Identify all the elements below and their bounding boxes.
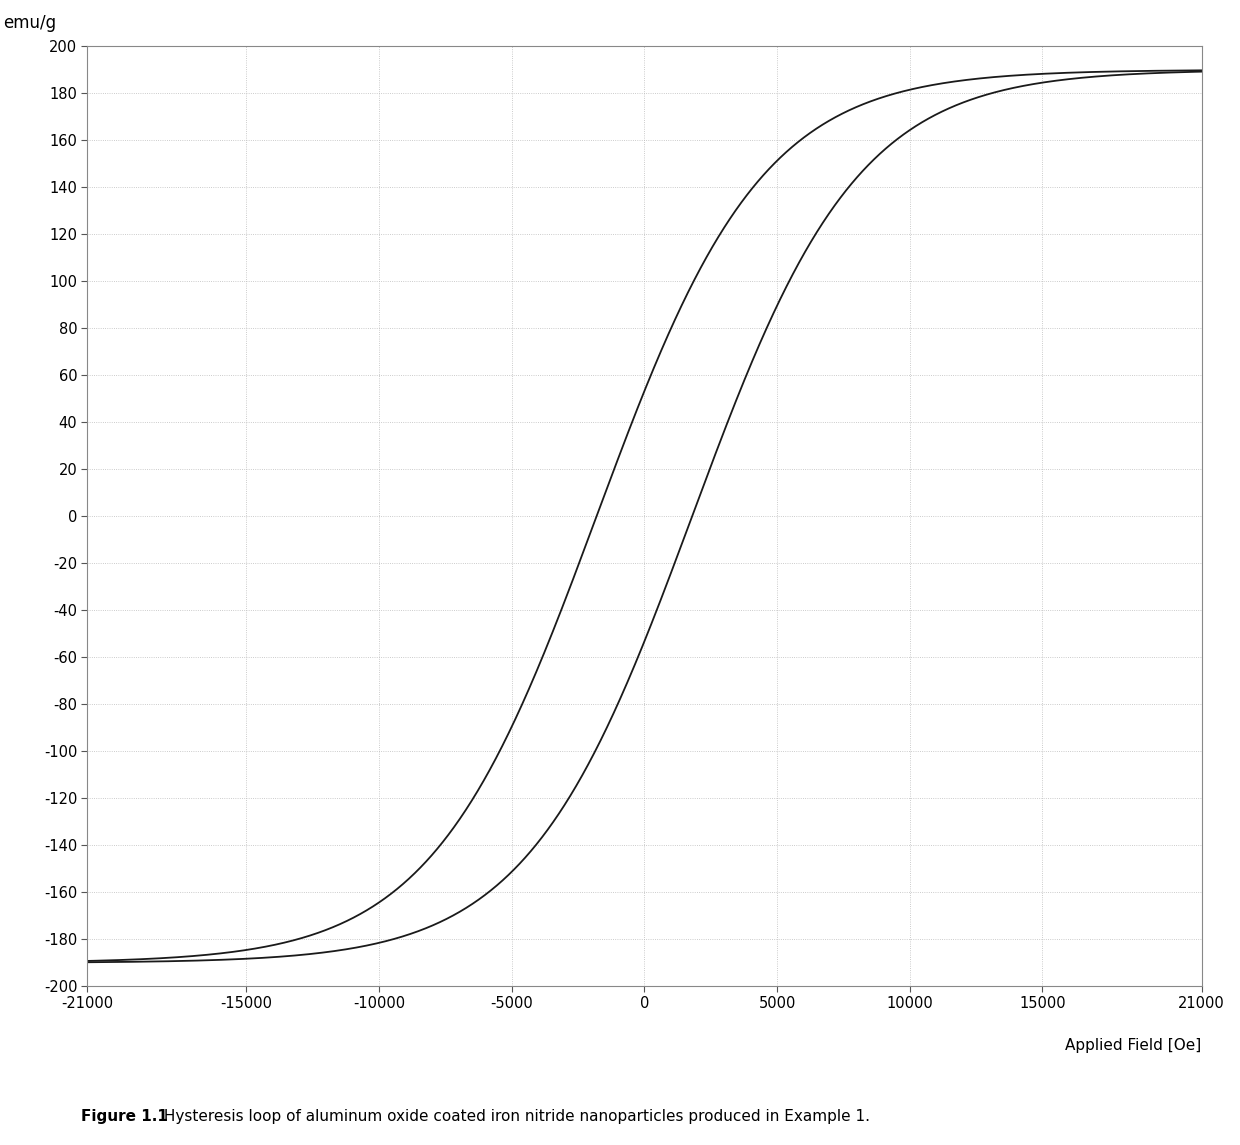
X-axis label: Applied Field [Oe]: Applied Field [Oe] [1065,1039,1202,1053]
Text: Hysteresis loop of aluminum oxide coated iron nitride nanoparticles produced in : Hysteresis loop of aluminum oxide coated… [159,1110,869,1124]
Text: Figure 1.1: Figure 1.1 [81,1110,167,1124]
Text: emu/g: emu/g [4,14,57,32]
